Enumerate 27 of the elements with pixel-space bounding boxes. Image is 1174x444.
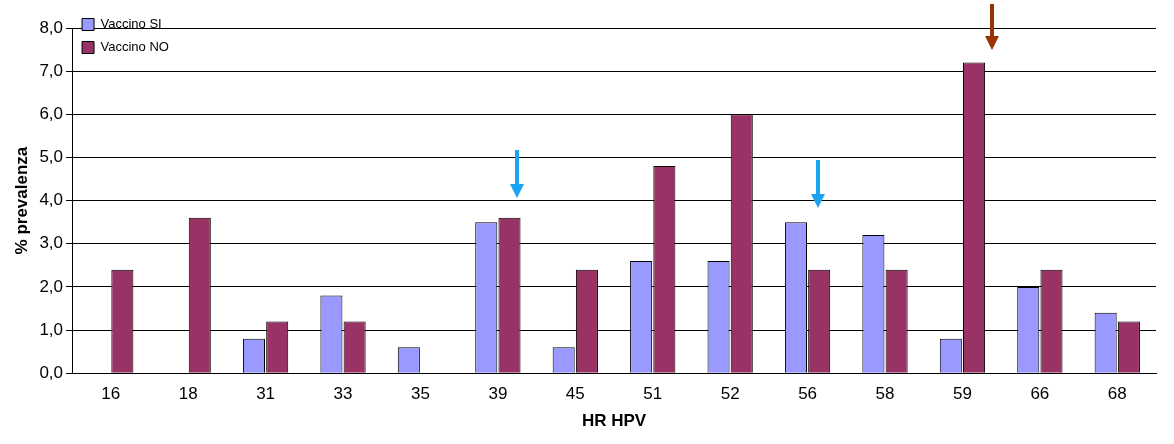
y-tick-label: 7,0 bbox=[39, 60, 64, 80]
x-tick-label: 51 bbox=[643, 384, 663, 404]
x-tick-label: 35 bbox=[410, 384, 430, 404]
y-tick-label: 2,0 bbox=[39, 276, 64, 296]
x-tick-label: 52 bbox=[720, 384, 740, 404]
y-tick-label: 5,0 bbox=[39, 147, 64, 167]
x-tick-label: 59 bbox=[952, 384, 972, 404]
x-tick-label: 68 bbox=[1107, 384, 1127, 404]
legend-label: Vaccino NO bbox=[100, 39, 169, 55]
x-tick-label: 33 bbox=[333, 384, 353, 404]
x-tick-label: 56 bbox=[798, 384, 818, 404]
y-tick-label: 6,0 bbox=[39, 103, 64, 123]
y-tick-label: 8,0 bbox=[39, 17, 64, 37]
y-tick-label: 4,0 bbox=[39, 190, 64, 210]
x-tick-label: 31 bbox=[256, 384, 276, 404]
y-tick-label: 0,0 bbox=[39, 362, 64, 382]
x-tick-label: 18 bbox=[178, 384, 198, 404]
x-tick-label: 39 bbox=[488, 384, 508, 404]
y-tick-label: 1,0 bbox=[39, 319, 64, 339]
y-axis-title: % prevalenza bbox=[11, 146, 31, 255]
x-axis-title: HR HPV bbox=[581, 411, 647, 431]
x-tick-label: 45 bbox=[565, 384, 585, 404]
legend-label: Vaccino SI bbox=[100, 16, 162, 32]
x-tick-label: 66 bbox=[1030, 384, 1050, 404]
x-tick-label: 16 bbox=[101, 384, 121, 404]
y-tick-label: 3,0 bbox=[39, 233, 64, 253]
x-tick-label: 58 bbox=[875, 384, 895, 404]
